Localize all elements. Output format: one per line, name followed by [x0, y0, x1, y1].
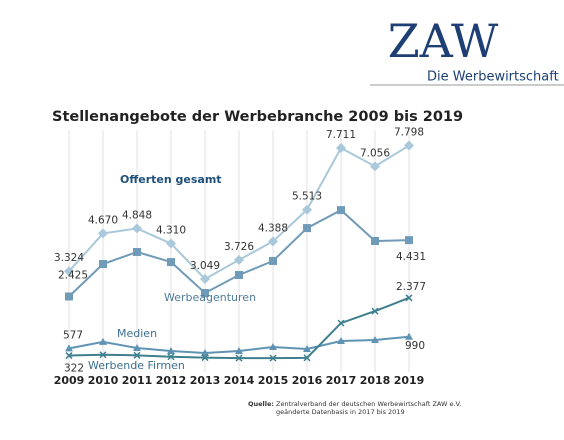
data-label: 3.049	[190, 260, 220, 272]
x-tick-label: 2016	[292, 374, 323, 387]
marker	[302, 204, 312, 215]
marker	[99, 260, 107, 269]
data-label: 2.377	[396, 281, 426, 293]
marker	[167, 347, 175, 355]
x-tick-label: 2013	[190, 374, 221, 387]
x-tick-label: 2018	[360, 374, 391, 387]
marker	[303, 354, 311, 362]
marker	[404, 140, 414, 151]
marker	[167, 258, 175, 267]
marker	[65, 292, 73, 301]
x-tick-label: 2011	[122, 374, 153, 387]
data-label: 5.513	[292, 191, 322, 203]
note: geänderte Datenbasis in 2017 bis 2019	[276, 408, 405, 416]
data-label: 3.324	[54, 252, 84, 264]
data-label: 7.798	[394, 127, 424, 139]
x-tick-label: 2010	[88, 374, 119, 387]
source-label: Quelle:	[248, 400, 274, 408]
marker	[405, 294, 413, 302]
marker	[235, 347, 243, 355]
marker	[133, 344, 141, 352]
data-label: 2.425	[58, 269, 88, 281]
data-label: 4.310	[156, 225, 186, 237]
marker	[371, 237, 379, 246]
marker	[303, 224, 311, 233]
data-label: 7.056	[360, 147, 390, 159]
marker	[268, 236, 278, 247]
data-label: 3.726	[224, 241, 254, 253]
marker	[167, 353, 175, 361]
marker	[133, 247, 141, 256]
marker	[132, 223, 142, 234]
marker	[65, 344, 73, 352]
x-tick-label: 2012	[156, 374, 187, 387]
marker	[405, 236, 413, 245]
legend-label: Werbende Firmen	[88, 359, 185, 372]
marker	[371, 335, 379, 343]
legend-label: Offerten gesamt	[120, 173, 222, 186]
data-label: 4.388	[258, 222, 288, 234]
data-label: 990	[405, 340, 425, 352]
marker	[336, 142, 346, 153]
marker	[98, 228, 108, 239]
marker	[201, 348, 209, 356]
logo: ZAW	[388, 14, 499, 68]
marker	[269, 342, 277, 350]
data-label: 4.848	[122, 209, 152, 221]
marker	[269, 256, 277, 265]
marker	[201, 288, 209, 297]
marker	[235, 354, 243, 362]
legend-label: Medien	[117, 327, 157, 340]
marker	[201, 354, 209, 362]
x-tick-label: 2014	[224, 374, 255, 387]
x-tick-label: 2019	[394, 374, 425, 387]
marker	[337, 206, 345, 215]
data-label: 322	[64, 363, 84, 375]
marker	[166, 238, 176, 249]
marker	[235, 270, 243, 279]
data-label: 577	[63, 329, 83, 341]
marker	[370, 161, 380, 172]
chart-title: Stellenangebote der Werbebranche 2009 bi…	[52, 109, 463, 125]
marker	[303, 345, 311, 353]
marker	[133, 351, 141, 359]
marker	[269, 354, 277, 362]
x-tick-label: 2009	[54, 374, 85, 387]
logo-subtitle: Die Werbewirtschaft	[427, 70, 559, 85]
marker	[99, 351, 107, 359]
data-label: 7.711	[326, 129, 356, 141]
marker	[64, 266, 74, 277]
marker	[99, 337, 107, 345]
legend-label: Werbeagenturen	[164, 291, 256, 304]
marker	[371, 307, 379, 315]
data-label: 4.670	[88, 214, 118, 226]
x-tick-label: 2015	[258, 374, 289, 387]
marker	[337, 337, 345, 345]
marker	[337, 319, 345, 327]
source: Zentralverband der deutschen Werbewirtsc…	[276, 400, 461, 408]
x-tick-label: 2017	[326, 374, 357, 387]
marker	[405, 332, 413, 340]
marker	[65, 352, 73, 360]
marker	[234, 254, 244, 265]
marker	[200, 273, 210, 284]
data-label: 4.431	[396, 251, 426, 263]
